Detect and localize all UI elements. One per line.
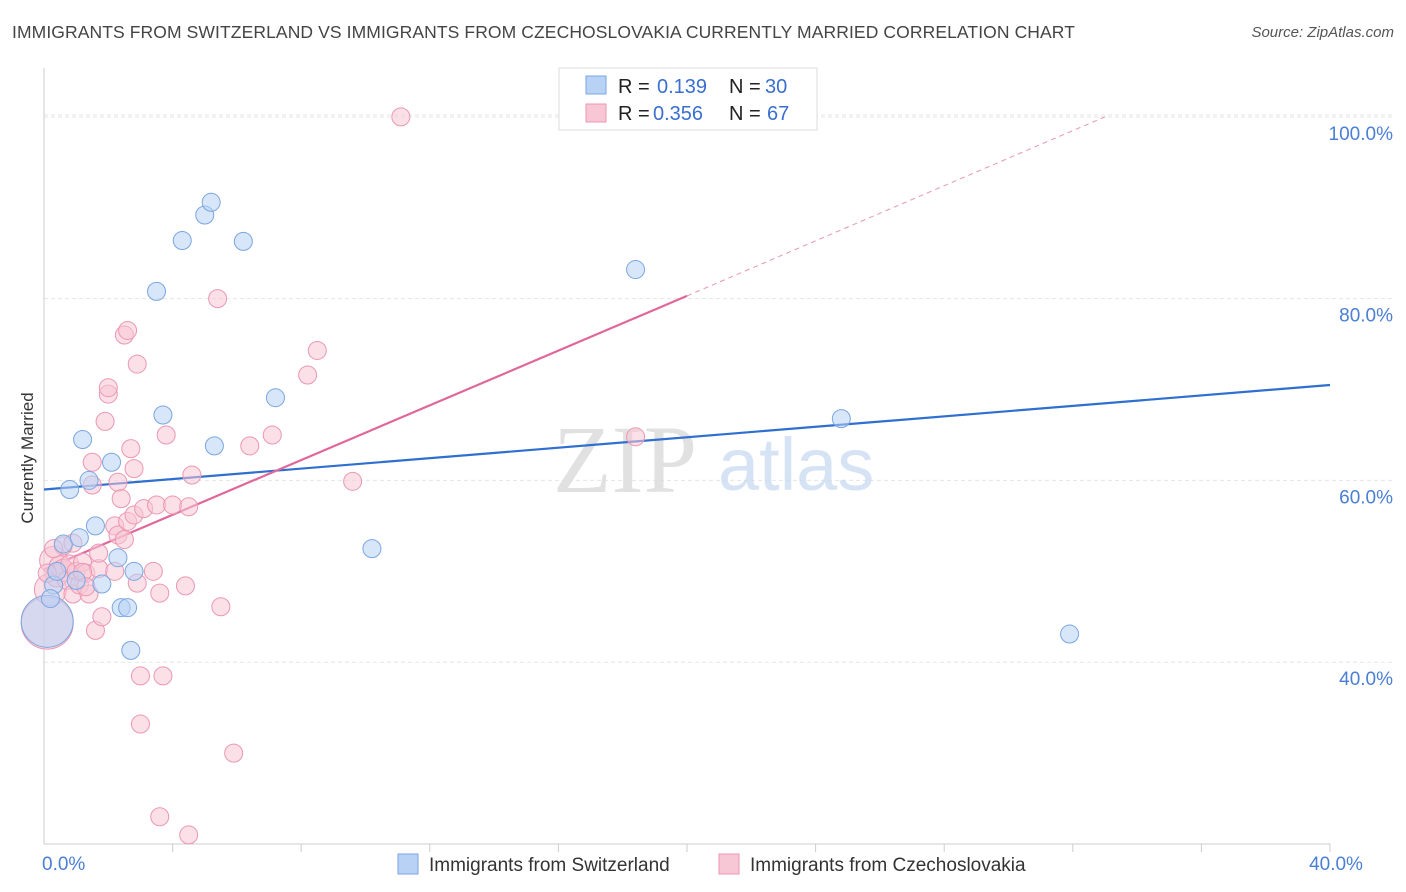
trendline-czechoslovakia-extension	[686, 116, 1106, 297]
point-switzerland	[233, 231, 253, 251]
point-czechoslovakia	[211, 597, 231, 617]
legend-n-value-switzerland: 30	[765, 76, 787, 98]
point-czechoslovakia	[95, 411, 115, 431]
point-switzerland	[147, 281, 167, 301]
point-czechoslovakia	[298, 365, 318, 385]
watermark: ZIP atlas	[553, 406, 874, 513]
point-czechoslovakia	[391, 107, 411, 127]
point-czechoslovakia	[150, 583, 170, 603]
point-switzerland	[108, 548, 128, 568]
bottom-legend-label-switzerland: Immigrants from Switzerland	[429, 855, 670, 876]
point-czechoslovakia	[98, 378, 118, 398]
x-tick-label: 40.0%	[1309, 854, 1363, 875]
point-czechoslovakia	[240, 436, 260, 456]
trendline-switzerland	[43, 383, 1331, 491]
point-czechoslovakia	[150, 807, 170, 827]
x-tick-label: 0.0%	[42, 854, 85, 875]
points-switzerland	[20, 192, 1080, 660]
point-switzerland	[73, 430, 93, 450]
point-switzerland	[362, 539, 382, 559]
point-switzerland	[79, 470, 99, 490]
legend-box: R = 0.139 N = 30 R = 0.356 N = 67	[558, 67, 818, 131]
point-switzerland	[53, 534, 73, 554]
legend-r-label-switzerland: R =	[618, 76, 650, 98]
point-switzerland	[153, 405, 173, 425]
point-switzerland	[47, 561, 67, 581]
point-czechoslovakia	[175, 576, 195, 596]
point-switzerland	[85, 516, 105, 536]
point-switzerland	[831, 409, 851, 429]
watermark-zip: ZIP	[553, 406, 697, 513]
point-switzerland	[201, 192, 221, 212]
legend-n-label-switzerland: N =	[729, 76, 761, 98]
point-czechoslovakia	[82, 452, 102, 472]
trendline-czechoslovakia	[43, 294, 688, 571]
point-czechoslovakia	[147, 495, 167, 515]
point-switzerland	[626, 260, 646, 280]
y-tick-label: 100.0%	[1329, 124, 1394, 145]
point-czechoslovakia	[343, 471, 363, 491]
point-switzerland	[172, 230, 192, 250]
point-switzerland	[102, 452, 122, 472]
legend-swatch-czechoslovakia	[585, 103, 607, 123]
bottom-legend-swatch-switzerland	[397, 853, 419, 875]
legend-r-value-switzerland: 0.139	[657, 76, 707, 98]
point-czechoslovakia	[163, 495, 183, 515]
point-switzerland	[69, 528, 89, 548]
point-czechoslovakia	[307, 340, 327, 360]
point-czechoslovakia	[118, 320, 138, 340]
chart-source: Source: ZipAtlas.com	[1251, 24, 1394, 41]
points-czechoslovakia	[20, 107, 646, 845]
point-czechoslovakia	[224, 743, 244, 763]
point-czechoslovakia	[130, 666, 150, 686]
watermark-atlas: atlas	[718, 423, 874, 506]
point-czechoslovakia	[127, 354, 147, 374]
legend-swatch-switzerland	[585, 75, 607, 95]
y-tick-label: 60.0%	[1339, 487, 1393, 508]
point-czechoslovakia	[92, 607, 112, 627]
legend-n-value-czechoslovakia: 67	[767, 103, 789, 125]
point-czechoslovakia	[89, 543, 109, 563]
point-czechoslovakia	[179, 825, 199, 845]
y-tick-label: 40.0%	[1339, 669, 1393, 690]
point-switzerland	[265, 388, 285, 408]
point-czechoslovakia	[626, 427, 646, 447]
point-czechoslovakia	[143, 561, 163, 581]
y-axis-label: Currently Married	[18, 392, 37, 523]
point-czechoslovakia	[114, 530, 134, 550]
grid-layer	[44, 114, 1394, 663]
point-czechoslovakia	[182, 465, 202, 485]
point-czechoslovakia	[124, 459, 144, 479]
legend-r-value-czechoslovakia: 0.356	[653, 103, 703, 125]
point-czechoslovakia	[108, 472, 128, 492]
legend-r-label-czechoslovakia: R =	[618, 103, 650, 125]
bottom-legend-swatch-czechoslovakia	[718, 853, 740, 875]
y-tick-label: 80.0%	[1339, 306, 1393, 327]
point-czechoslovakia	[130, 714, 150, 734]
point-switzerland	[121, 640, 141, 660]
point-switzerland	[124, 561, 144, 581]
point-czechoslovakia	[156, 425, 176, 445]
point-switzerland	[66, 570, 86, 590]
bottom-legend: Immigrants from Switzerland Immigrants f…	[397, 853, 1026, 876]
point-switzerland	[60, 480, 80, 500]
point-czechoslovakia	[262, 425, 282, 445]
trend-layer	[43, 116, 1331, 571]
ticks-layer: 40.0% 60.0% 80.0% 100.0% 0.0% 40.0%	[42, 124, 1393, 875]
point-czechoslovakia	[179, 497, 199, 517]
point-switzerland	[118, 598, 138, 618]
point-czechoslovakia	[153, 666, 173, 686]
point-czechoslovakia	[111, 489, 131, 509]
point-czechoslovakia	[121, 439, 141, 459]
point-switzerland	[1060, 624, 1080, 644]
point-switzerland	[204, 436, 224, 456]
point-czechoslovakia	[208, 289, 228, 309]
legend-n-label-czechoslovakia: N =	[729, 103, 761, 125]
chart-title: IMMIGRANTS FROM SWITZERLAND VS IMMIGRANT…	[12, 22, 1076, 42]
point-switzerland	[40, 589, 60, 609]
point-switzerland	[92, 574, 112, 594]
bottom-legend-label-czechoslovakia: Immigrants from Czechoslovakia	[750, 855, 1026, 876]
